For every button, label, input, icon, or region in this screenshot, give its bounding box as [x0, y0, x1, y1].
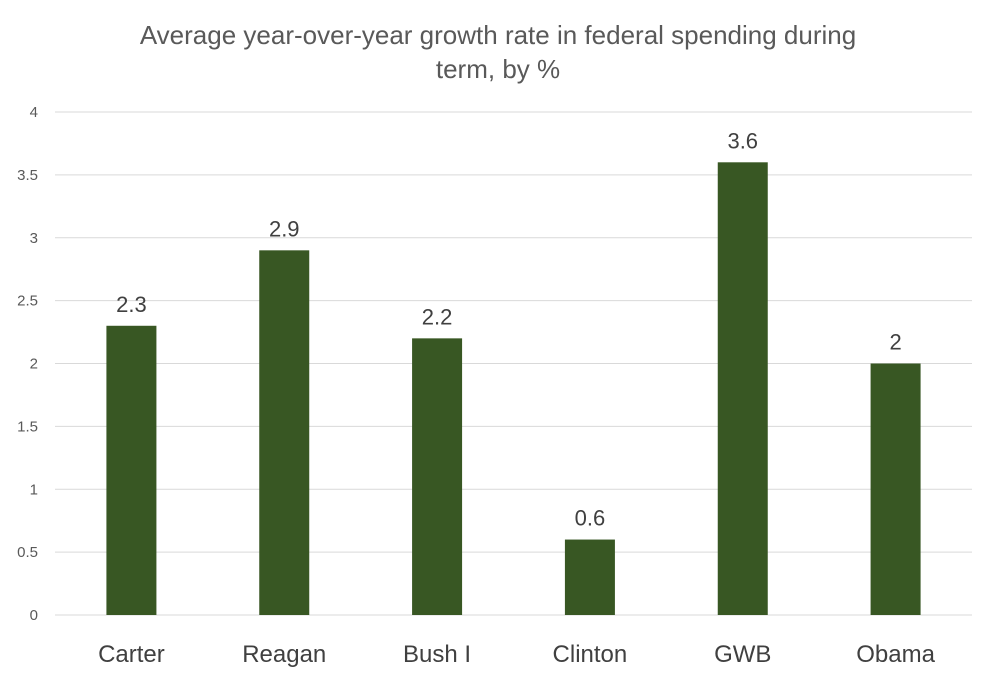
bar [717, 162, 768, 616]
bar [412, 338, 463, 615]
y-tick-label: 1 [30, 481, 38, 498]
category-label: GWB [714, 641, 771, 668]
y-tick-label: 0 [30, 607, 38, 624]
category-label: Clinton [553, 641, 628, 668]
y-tick-label: 3.5 [17, 167, 38, 184]
bar [259, 250, 310, 615]
data-label: 2 [889, 330, 901, 355]
category-label: Obama [856, 641, 935, 668]
y-tick-label: 4 [30, 104, 38, 121]
chart-title-line-2: term, by % [435, 54, 561, 84]
data-label: 2.3 [116, 292, 147, 317]
category-label: Bush I [403, 641, 471, 668]
y-tick-label: 0.5 [17, 544, 38, 561]
data-label: 3.6 [727, 128, 758, 153]
data-label: 2.2 [422, 304, 453, 329]
y-tick-label: 1.5 [17, 418, 38, 435]
chart-title: Average year-over-year growth rate in fe… [0, 18, 996, 86]
category-label: Reagan [242, 641, 326, 668]
bar [870, 363, 921, 615]
chart-title-line-1: Average year-over-year growth rate in fe… [139, 20, 857, 50]
y-tick-label: 2 [30, 356, 38, 373]
data-label: 0.6 [575, 506, 606, 531]
bar [564, 539, 615, 615]
bar [106, 325, 157, 615]
category-label: Carter [98, 641, 165, 668]
y-tick-label: 2.5 [17, 293, 38, 310]
data-label: 2.9 [269, 216, 300, 241]
y-tick-label: 3 [30, 230, 38, 247]
